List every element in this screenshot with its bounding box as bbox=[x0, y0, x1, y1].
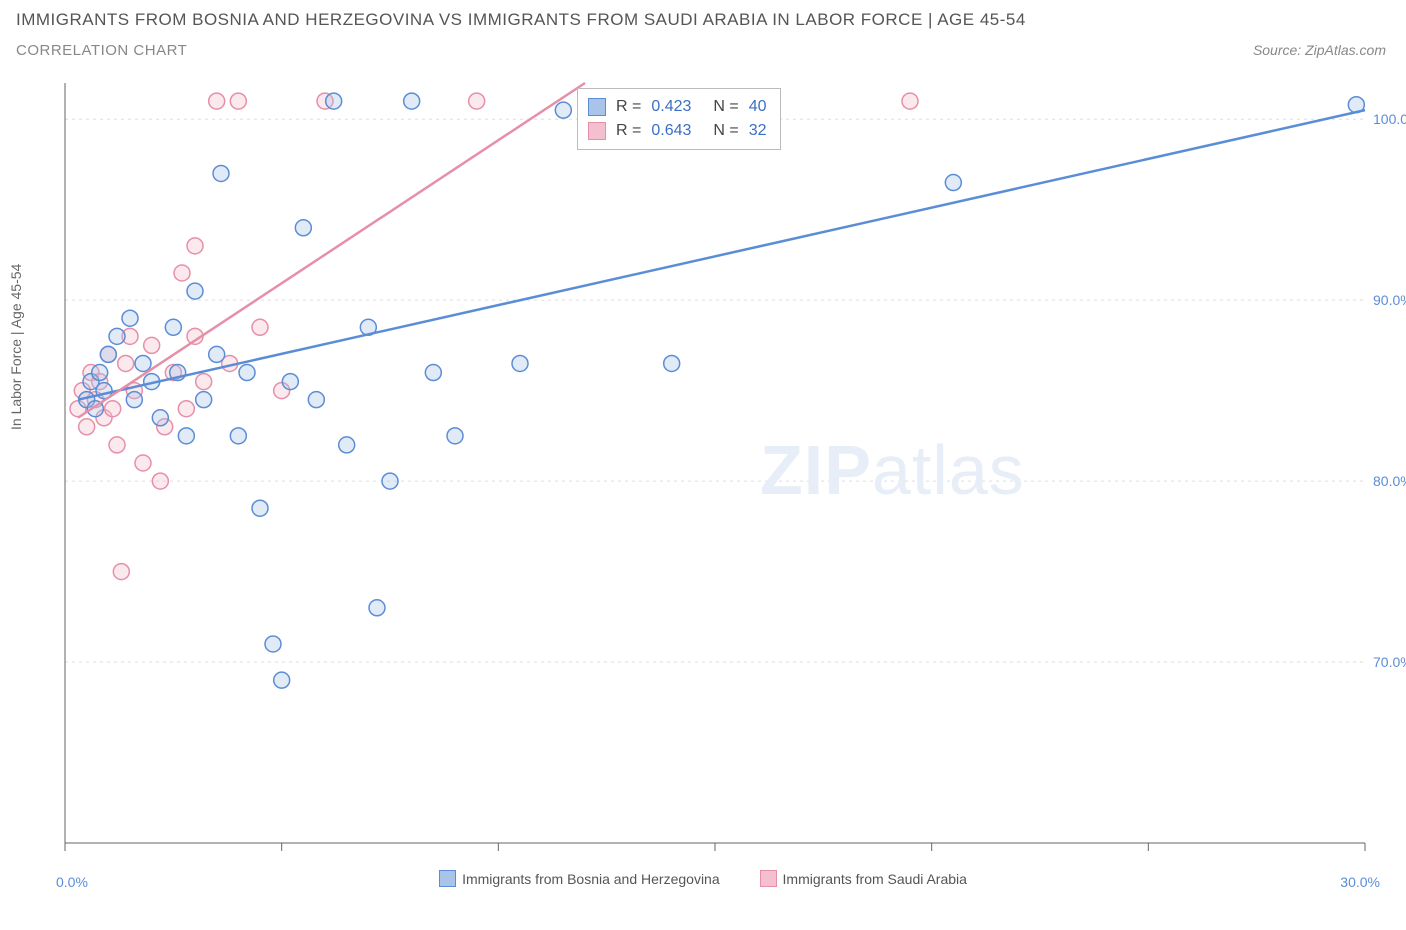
stats-n-value-bosnia: 40 bbox=[749, 95, 767, 119]
legend-label-bosnia: Immigrants from Bosnia and Herzegovina bbox=[462, 871, 720, 887]
stats-r-value-bosnia: 0.423 bbox=[651, 95, 703, 119]
scatter-plot-svg bbox=[60, 78, 1370, 858]
stats-r-value-saudi: 0.643 bbox=[651, 119, 703, 143]
square-icon bbox=[588, 98, 606, 116]
square-icon bbox=[760, 870, 777, 887]
square-icon bbox=[439, 870, 456, 887]
y-tick-label: 80.0% bbox=[1373, 473, 1406, 489]
stats-n-value-saudi: 32 bbox=[749, 119, 767, 143]
y-axis-label: In Labor Force | Age 45-54 bbox=[8, 264, 24, 430]
chart-subtitle: CORRELATION CHART bbox=[16, 42, 187, 59]
stats-n-label: N = bbox=[713, 119, 738, 143]
legend-item-bosnia: Immigrants from Bosnia and Herzegovina bbox=[439, 870, 720, 887]
legend-label-saudi: Immigrants from Saudi Arabia bbox=[783, 871, 967, 887]
stats-n-label: N = bbox=[713, 95, 738, 119]
source-attribution: Source: ZipAtlas.com bbox=[1253, 42, 1386, 58]
y-tick-label: 70.0% bbox=[1373, 654, 1406, 670]
stats-row-bosnia: R = 0.423 N = 40 bbox=[588, 95, 766, 119]
y-tick-label: 90.0% bbox=[1373, 292, 1406, 308]
square-icon bbox=[588, 122, 606, 140]
plot-area bbox=[60, 78, 1370, 858]
legend-bottom: Immigrants from Bosnia and Herzegovina I… bbox=[0, 870, 1406, 894]
y-tick-label: 100.0% bbox=[1373, 111, 1406, 127]
stats-r-label: R = bbox=[616, 95, 641, 119]
legend-item-saudi: Immigrants from Saudi Arabia bbox=[760, 870, 967, 887]
chart-title: IMMIGRANTS FROM BOSNIA AND HERZEGOVINA V… bbox=[16, 10, 1026, 30]
stats-row-saudi: R = 0.643 N = 32 bbox=[588, 119, 766, 143]
correlation-stats-box: R = 0.423 N = 40 R = 0.643 N = 32 bbox=[577, 88, 781, 150]
chart-container: IMMIGRANTS FROM BOSNIA AND HERZEGOVINA V… bbox=[0, 0, 1406, 930]
stats-r-label: R = bbox=[616, 119, 641, 143]
